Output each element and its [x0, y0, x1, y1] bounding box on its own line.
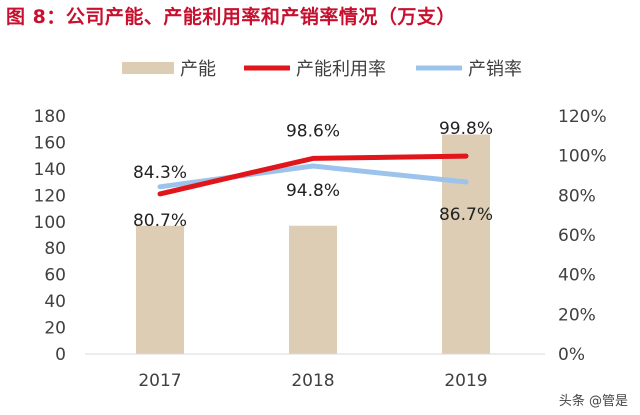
utilization-data-label: 99.8% — [439, 119, 493, 139]
right-axis-tick-label: 60% — [558, 226, 596, 246]
left-axis-tick-label: 0 — [55, 345, 66, 365]
legend-capacity-label: 产能 — [180, 59, 216, 80]
sales-ratio-data-label: 84.3% — [133, 163, 187, 183]
chart-title: 图 8：公司产能、产能利用率和产销率情况（万支） — [6, 6, 456, 28]
legend-utilization-label: 产能利用率 — [296, 59, 386, 80]
left-axis-tick-label: 60 — [44, 266, 66, 286]
left-axis-tick-label: 160 — [34, 133, 66, 153]
right-axis-tick-label: 0% — [558, 345, 585, 365]
x-axis-tick-label: 2019 — [444, 371, 487, 391]
left-axis-tick-label: 120 — [34, 186, 66, 206]
capacity-bar — [136, 225, 184, 354]
capacity-bar — [442, 134, 490, 354]
right-axis-tick-label: 120% — [558, 107, 607, 127]
sales-ratio-data-label: 86.7% — [439, 205, 493, 225]
x-axis-tick-label: 2017 — [138, 371, 181, 391]
left-axis-tick-label: 20 — [44, 319, 66, 339]
utilization-line — [157, 153, 469, 197]
utilization-data-label: 80.7% — [133, 211, 187, 231]
watermark-text: 头条 @管是 — [558, 394, 628, 409]
legend-capacity-swatch — [122, 62, 174, 74]
left-axis-tick-label: 100 — [34, 213, 66, 233]
right-axis-tick-label: 40% — [558, 266, 596, 286]
legend-sales-ratio-label: 产销率 — [468, 59, 522, 80]
left-axis-tick-label: 40 — [44, 292, 66, 312]
left-axis-tick-label: 180 — [34, 107, 66, 127]
capacity-bar — [289, 225, 337, 354]
x-axis-tick-label: 2018 — [291, 371, 334, 391]
sales-ratio-data-label: 94.8% — [286, 181, 340, 201]
left-axis-tick-label: 80 — [44, 239, 66, 259]
left-axis-tick-label: 140 — [34, 160, 66, 180]
right-axis-tick-label: 20% — [558, 305, 596, 325]
right-axis-tick-label: 100% — [558, 147, 607, 167]
right-axis-tick-label: 80% — [558, 186, 596, 206]
utilization-data-label: 98.6% — [286, 121, 340, 141]
